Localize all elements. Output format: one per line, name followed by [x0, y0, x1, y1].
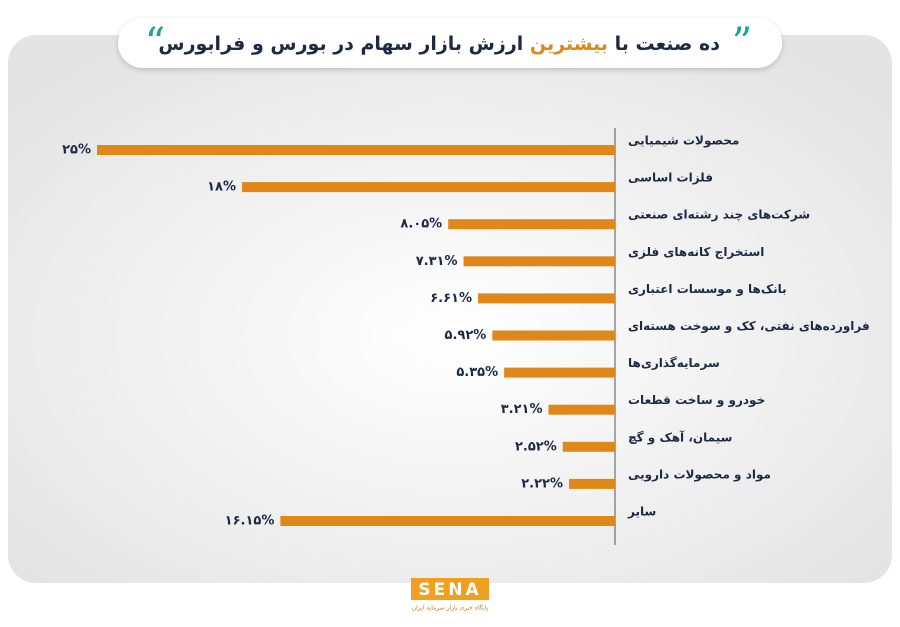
value-label: ۲۵% — [62, 143, 91, 158]
bar — [478, 293, 615, 304]
category-label: فلزات اساسی — [628, 171, 713, 185]
category-label: شرکت‌های چند رشته‌ای صنعتی — [628, 208, 810, 222]
title-part: ارزش بازار سهام در بورس و فرابورس — [158, 33, 523, 55]
value-label: ۳.۲۱% — [501, 402, 543, 417]
value-label: ۱۶.۱۵% — [225, 514, 275, 529]
bar — [569, 478, 615, 489]
quote-mark: “ — [145, 20, 165, 66]
category-label: استخراج کانه‌های فلزی — [628, 245, 764, 259]
value-label: ۶.۶۱% — [430, 291, 472, 306]
bar — [97, 145, 615, 155]
value-label: ۵.۹۲% — [445, 328, 487, 343]
bar — [242, 182, 616, 193]
bar — [463, 256, 615, 267]
category-label: سرمایه‌گذاری‌ها — [628, 356, 720, 370]
category-label: سایر — [627, 505, 656, 519]
category-label: مواد و محصولات دارویی — [628, 467, 771, 482]
value-label: ۷.۳۱% — [416, 254, 458, 269]
value-label: ۲.۵۲% — [515, 439, 557, 454]
title-pill — [118, 18, 782, 68]
logo-name: SENA — [418, 580, 481, 600]
bar — [548, 404, 615, 415]
category-label: محصولات شیمیایی — [628, 134, 739, 149]
value-label: ۸.۰۵% — [400, 217, 442, 232]
chart-title: ده صنعت با بیشترین ارزش بازار سهام در بو… — [158, 33, 720, 55]
quote-mark: ” — [732, 20, 752, 66]
category-label: سیمان، آهک و گچ — [628, 429, 732, 445]
category-label: بانک‌ها و موسسات اعتباری — [628, 282, 787, 297]
value-label: ۲.۲۲% — [521, 476, 563, 491]
bar — [562, 441, 615, 452]
value-label: ۱۸% — [207, 180, 236, 195]
bar — [280, 516, 615, 526]
category-label: فراورده‌های نفتی، کک و سوخت هسته‌ای — [628, 319, 870, 334]
card — [8, 35, 892, 583]
logo-box — [411, 578, 489, 600]
title-part: ده صنعت با — [615, 33, 721, 55]
bar — [492, 330, 615, 341]
bar — [448, 219, 615, 230]
title-highlight: بیشترین — [530, 33, 608, 55]
bar — [504, 367, 615, 378]
value-label: ۵.۳۵% — [456, 365, 498, 380]
logo-tagline: پایگاه خبری بازار سرمایه ایران — [412, 604, 489, 612]
category-label: خودرو و ساخت قطعات — [628, 393, 765, 408]
